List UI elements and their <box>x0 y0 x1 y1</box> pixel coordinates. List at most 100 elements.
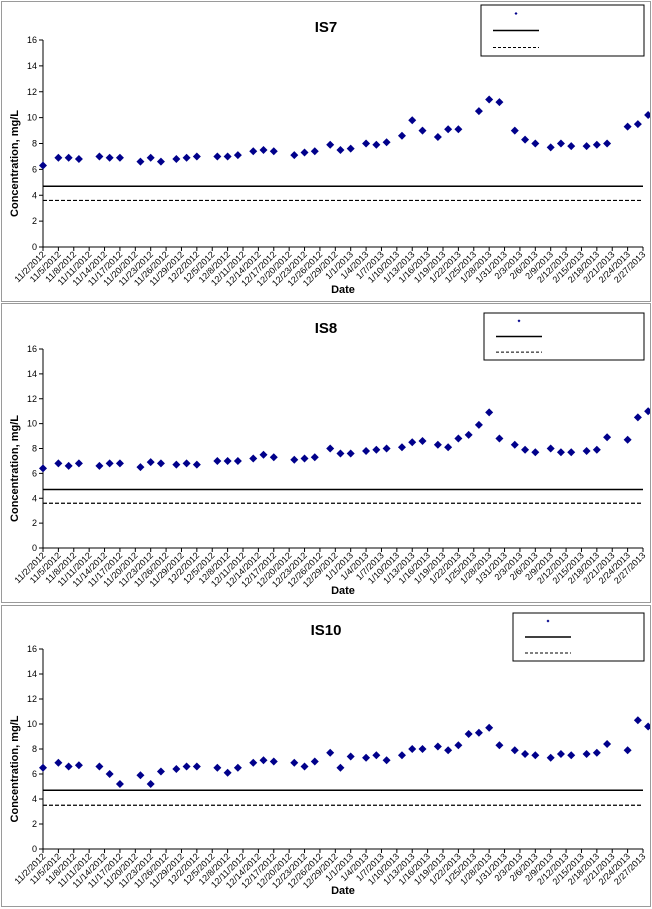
data-point <box>300 454 309 463</box>
data-point <box>510 126 519 135</box>
y-axis-title: Concentration, mg/L <box>9 715 21 822</box>
y-tick-label: 4 <box>32 493 37 503</box>
x-axis-title: Date <box>331 885 355 897</box>
data-point <box>54 758 63 767</box>
data-point <box>397 131 406 140</box>
y-tick-label: 8 <box>32 444 37 454</box>
data-point <box>454 125 463 134</box>
data-point <box>485 95 494 104</box>
data-point <box>259 145 268 154</box>
data-point <box>74 155 83 164</box>
data-point <box>182 459 191 468</box>
data-point <box>74 761 83 770</box>
data-point <box>592 748 601 757</box>
data-point <box>336 449 345 458</box>
data-point <box>115 780 124 788</box>
data-point <box>633 413 642 422</box>
data-point <box>336 145 345 154</box>
data-point <box>326 140 335 149</box>
chart-title: IS10 <box>311 622 342 639</box>
data-point <box>582 446 591 455</box>
data-point <box>521 750 530 758</box>
data-point <box>485 723 494 732</box>
chart-panel-is8: IS8 0 2 4 6 8 10 12 14 16 11/2/2012 11/5/2012 11/8/2… <box>1 303 651 603</box>
data-point <box>223 152 232 161</box>
data-point <box>510 440 519 449</box>
data-point <box>290 758 299 767</box>
data-point <box>592 140 601 149</box>
data-point <box>39 464 47 473</box>
data-point <box>326 748 335 757</box>
data-point <box>156 459 165 468</box>
y-tick-label: 6 <box>32 468 37 478</box>
y-tick-label: 0 <box>32 242 37 252</box>
y-tick-label: 12 <box>27 87 37 97</box>
y-tick-label: 16 <box>27 35 37 45</box>
data-point <box>146 153 155 162</box>
data-point <box>54 153 63 162</box>
data-point <box>495 434 504 443</box>
y-axis-title: Concentration, mg/L <box>9 110 21 217</box>
data-point <box>95 152 104 161</box>
data-point <box>300 148 309 157</box>
y-tick-label: 6 <box>32 164 37 174</box>
data-point <box>444 125 453 134</box>
chart-is10: IS10024681012141611/2/201211/5/201211/8/… <box>9 612 650 897</box>
data-point <box>408 116 417 125</box>
data-point <box>603 139 612 148</box>
data-point <box>633 716 642 725</box>
data-point <box>105 770 114 778</box>
data-point <box>372 140 381 149</box>
data-point <box>213 152 222 161</box>
y-tick-label: 8 <box>32 139 37 149</box>
y-tick-label: 16 <box>27 644 37 654</box>
x-axis-title: Date <box>331 585 355 597</box>
data-point <box>582 142 591 151</box>
data-point <box>531 448 540 457</box>
data-point <box>433 133 442 142</box>
y-tick-label: 6 <box>32 769 37 779</box>
data-point <box>603 433 612 442</box>
data-point <box>300 762 309 771</box>
data-point <box>290 455 299 464</box>
data-point <box>64 153 73 162</box>
data-point <box>172 155 181 164</box>
data-point <box>418 745 427 753</box>
data-point <box>310 147 319 156</box>
y-tick-label: 12 <box>27 394 37 404</box>
data-point <box>213 763 222 772</box>
data-point <box>485 408 494 417</box>
chart-panel-is10: IS10 0 2 4 6 8 10 12 14 16 11/2/2012 11/5/2012 11/8/… <box>1 605 651 907</box>
data-point <box>474 420 483 429</box>
data-point <box>510 746 519 755</box>
y-tick-label: 14 <box>27 61 37 71</box>
data-point <box>556 750 565 758</box>
data-point <box>592 445 601 454</box>
data-point <box>259 756 268 765</box>
chart-panel-is7: IS7 0 2 4 6 8 10 12 14 16 11/2/2012 11/5/2012 11/8/2… <box>1 1 651 302</box>
data-point <box>633 120 642 129</box>
data-point <box>408 438 417 447</box>
y-tick-label: 16 <box>27 344 37 354</box>
data-point <box>644 722 650 731</box>
data-point <box>418 126 427 135</box>
data-point <box>74 459 83 468</box>
data-point <box>531 751 540 760</box>
data-point <box>454 741 463 750</box>
data-point <box>397 443 406 452</box>
y-tick-label: 2 <box>32 819 37 829</box>
y-tick-label: 0 <box>32 844 37 854</box>
data-point <box>233 763 242 772</box>
data-point <box>172 460 181 469</box>
data-point <box>372 751 381 760</box>
data-point <box>474 107 483 116</box>
data-point <box>39 161 47 170</box>
data-point <box>623 435 632 444</box>
legend-marker <box>546 619 550 623</box>
data-point <box>326 444 335 453</box>
data-point <box>64 461 73 470</box>
data-point <box>521 135 530 144</box>
y-axis-title: Concentration, mg/L <box>9 415 21 522</box>
data-point <box>644 407 650 416</box>
chart-is7: IS7024681012141611/2/201211/5/201211/8/2… <box>9 4 650 296</box>
